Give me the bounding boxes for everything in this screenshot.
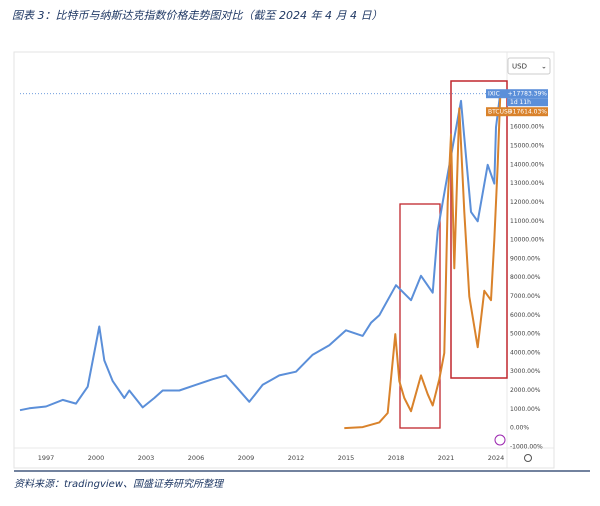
- y-tick-label: 4000.00%: [510, 349, 541, 356]
- y-tick-label: 2000.00%: [510, 387, 541, 394]
- countdown-badge: [507, 98, 548, 107]
- x-tick-label: 2006: [188, 454, 205, 462]
- y-tick-label: 0.00%: [510, 425, 529, 432]
- y-tick-label: 15000.00%: [510, 143, 545, 150]
- legend-label: BTCUSD: [488, 109, 513, 116]
- y-tick-label: 16000.00%: [510, 124, 545, 131]
- badge-value: +17783.39%: [508, 91, 548, 98]
- x-tick-label: 2000: [88, 454, 105, 462]
- countdown: 1d 11h: [510, 99, 531, 106]
- event-icon[interactable]: [494, 434, 506, 446]
- y-tick-label: 1000.00%: [510, 406, 541, 413]
- y-tick-label: 8000.00%: [510, 274, 541, 281]
- source-note: 资料来源：tradingview、国盛证券研究所整理: [14, 478, 225, 490]
- y-tick-label: 14000.00%: [510, 161, 545, 168]
- series-line: [19, 93, 502, 412]
- highlight-box: [450, 80, 508, 379]
- x-tick-label: 2009: [238, 454, 255, 462]
- y-tick-label: 9000.00%: [510, 255, 541, 262]
- chart-title: 图表 3：比特币与纳斯达克指数价格走势图对比（截至 2024 年 4 月 4 日…: [12, 9, 382, 22]
- y-tick-label: 11000.00%: [510, 218, 545, 225]
- x-tick-label: 1997: [38, 454, 55, 462]
- x-tick-label: 2003: [138, 454, 155, 462]
- price-badge: [486, 89, 548, 99]
- x-tick-label: 2024: [488, 454, 505, 462]
- x-tick-label: 2012: [288, 454, 305, 462]
- settings-icon[interactable]: [524, 454, 532, 462]
- y-tick-label: 6000.00%: [510, 312, 541, 319]
- highlight-box: [399, 203, 441, 429]
- y-tick-label: 5000.00%: [510, 331, 541, 338]
- currency: USD: [512, 63, 527, 71]
- y-tick-label: 7000.00%: [510, 293, 541, 300]
- y-tick-label: 3000.00%: [510, 368, 541, 375]
- price-badge: [486, 107, 548, 117]
- y-tick-label: 12000.00%: [510, 199, 545, 206]
- x-tick-label: 2021: [438, 454, 455, 462]
- x-tick-label: 2015: [338, 454, 355, 462]
- series-line: [344, 96, 502, 430]
- y-tick-label: 10000.00%: [510, 237, 545, 244]
- chart-frame: [13, 51, 555, 469]
- x-tick-label: 2018: [388, 454, 405, 462]
- legend-label: IXIC: [488, 91, 500, 98]
- dropdown-arrow: ⌄: [541, 63, 547, 71]
- badge-value: +17614.03%: [508, 109, 548, 116]
- y-tick-label: 13000.00%: [510, 180, 545, 187]
- currency-select[interactable]: [507, 57, 551, 75]
- y-tick-label: -1000.00%: [510, 443, 543, 450]
